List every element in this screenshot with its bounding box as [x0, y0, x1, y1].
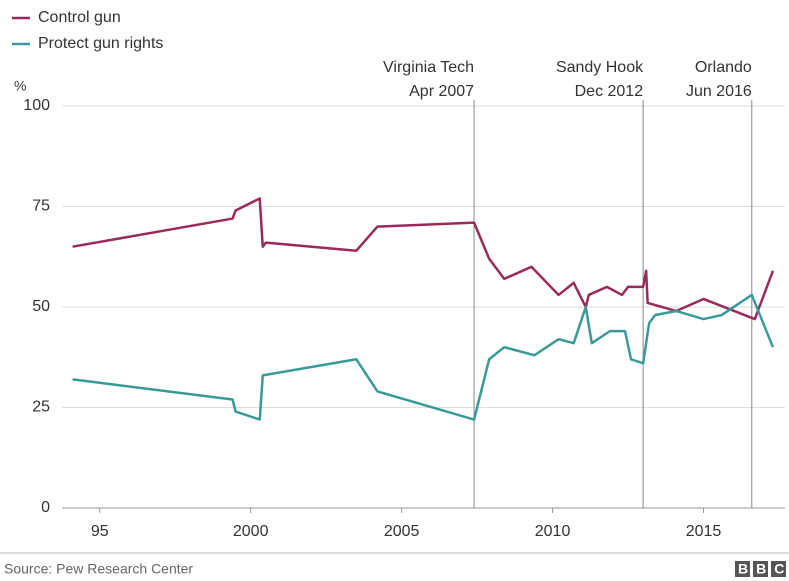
source: Source: Pew Research Center	[4, 561, 193, 577]
event-label: Apr 2007	[409, 83, 474, 100]
legend-label: Protect gun rights	[38, 35, 163, 52]
y-tick-label: 75	[32, 198, 50, 215]
x-tick-label: 2015	[686, 523, 722, 540]
x-tick-label: 2000	[233, 523, 269, 540]
y-axis-label: %	[14, 78, 26, 94]
legend-label: Control gun	[38, 9, 121, 26]
y-tick-label: 50	[32, 298, 50, 315]
y-tick-label: 0	[41, 499, 50, 516]
event-label: Sandy Hook	[556, 59, 644, 76]
event-label: Dec 2012	[575, 83, 644, 100]
x-tick-label: 2005	[384, 523, 420, 540]
line	[72, 293, 775, 421]
logo-boxes	[735, 561, 786, 577]
y-tick-label: 25	[32, 399, 50, 416]
event-label: Virginia Tech	[383, 59, 474, 76]
x-tick-label: 2010	[535, 523, 571, 540]
event-label: Orlando	[695, 59, 752, 76]
line	[72, 197, 775, 321]
logo: BBC	[738, 561, 789, 577]
event-label: Jun 2016	[686, 83, 752, 100]
y-tick-label: 100	[23, 97, 50, 114]
x-tick-label: 95	[91, 523, 109, 540]
